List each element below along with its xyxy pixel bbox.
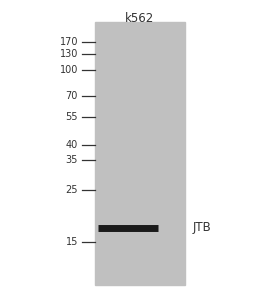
- Text: 15: 15: [66, 237, 78, 247]
- Text: 55: 55: [65, 112, 78, 122]
- Text: 130: 130: [60, 49, 78, 59]
- Text: 35: 35: [66, 155, 78, 165]
- Text: 25: 25: [65, 185, 78, 195]
- Text: JTB: JTB: [193, 221, 212, 235]
- Text: 40: 40: [66, 140, 78, 150]
- Bar: [95, 22, 185, 285]
- Text: k562: k562: [125, 12, 155, 25]
- Text: 70: 70: [66, 91, 78, 101]
- Text: 100: 100: [60, 65, 78, 75]
- Text: 170: 170: [60, 37, 78, 47]
